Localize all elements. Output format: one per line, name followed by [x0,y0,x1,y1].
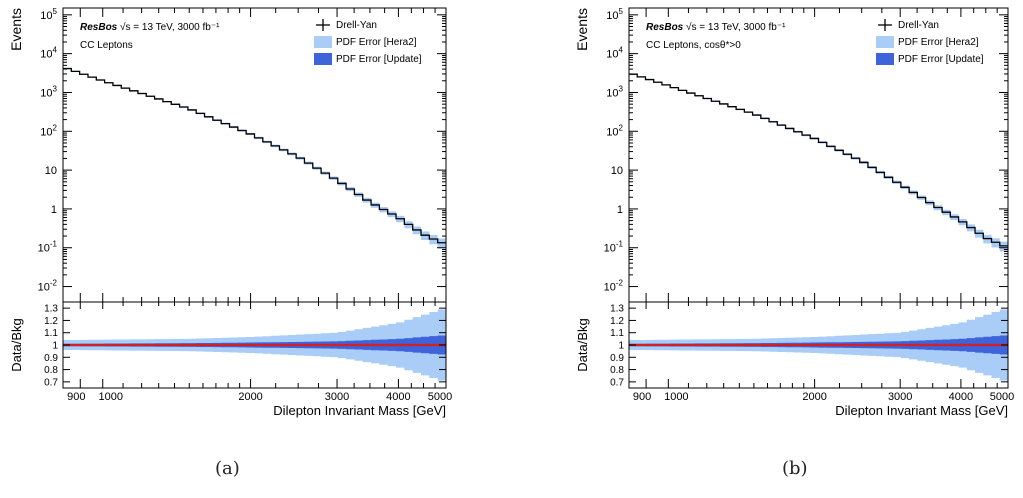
ratio-y-tick-label: 0.7 [610,377,624,388]
y-tick-label: 102 [606,123,623,138]
x-axis-title: Dilepton Invariant Mass [GeV] [835,403,1008,418]
y-tick-label: 102 [40,123,57,138]
x-tick-label: 1000 [98,391,122,403]
x-tick-label: 900 [633,391,651,403]
x-tick-label: 3000 [325,391,349,403]
legend-swatch [876,53,894,65]
legend-label: Drell-Yan [898,20,939,31]
x-tick-label: 5000 [428,391,452,403]
header-label: ResBos √s = 13 TeV, 3000 fb⁻¹ [646,21,786,33]
ratio-y-tick-label: 1.3 [610,304,624,315]
y-tick-label: 1 [617,204,623,216]
legend-swatch [314,36,332,48]
y-tick-label: 10 [611,165,623,177]
ratio-y-tick-label: 1 [52,341,58,352]
y-tick-label: 10-1 [604,240,624,255]
main-plot-frame [628,7,1009,303]
legend-swatch [876,36,894,48]
chart-panel-b: 10-210-11101021031041050.70.80.911.11.21… [574,7,1014,418]
x-tick-label: 1000 [664,391,688,403]
legend-label: PDF Error [Update] [336,54,422,65]
x-axis-title: Dilepton Invariant Mass [GeV] [273,403,446,418]
y-tick-label: 10-2 [604,279,624,294]
series-drell-yan [63,67,446,244]
legend-label: Drell-Yan [336,20,377,31]
x-tick-label: 2000 [238,391,262,403]
y-tick-label: 103 [606,84,623,99]
ratio-y-tick-label: 0.9 [44,353,58,364]
y-tick-label: 104 [606,46,623,61]
ratio-y-tick-label: 1 [618,341,624,352]
ratio-y-axis-title: Data/Bkg [9,318,24,371]
y-axis-title: Events [574,8,590,51]
legend-swatch [314,53,332,65]
selection-label: CC Leptons [80,40,133,51]
ratio-y-tick-label: 1.3 [44,304,58,315]
y-tick-label: 105 [606,7,623,22]
chart-panel-a: 10-210-11101021031041050.70.80.911.11.21… [8,7,452,418]
ratio-y-tick-label: 1.1 [44,328,58,339]
x-tick-label: 4000 [949,391,973,403]
ratio-y-tick-label: 0.8 [44,365,58,376]
x-tick-label: 3000 [888,391,912,403]
x-tick-label: 5000 [990,391,1014,403]
ratio-y-tick-label: 1.2 [610,316,624,327]
y-tick-label: 103 [40,84,57,99]
main-band-hera2 [63,67,446,249]
ratio-y-tick-label: 0.7 [44,377,58,388]
caption-a: (a) [215,458,240,479]
y-axis-title: Events [8,8,24,51]
y-tick-label: 10-2 [38,279,58,294]
series-drell-yan [629,73,1008,247]
main-band-hera2 [629,73,1008,252]
ratio-y-tick-label: 0.8 [610,365,624,376]
caption-b: (b) [782,458,808,479]
y-tick-label: 10 [45,165,57,177]
ratio-y-tick-label: 1.2 [44,316,58,327]
y-tick-label: 1 [51,204,57,216]
x-tick-label: 900 [67,391,85,403]
y-tick-label: 10-1 [38,240,58,255]
legend-label: PDF Error [Update] [898,54,984,65]
header-label: ResBos √s = 13 TeV, 3000 fb⁻¹ [80,21,220,33]
main-plot-frame [62,7,447,303]
legend-label: PDF Error [Hera2] [336,37,417,48]
y-tick-label: 104 [40,46,57,61]
ratio-y-tick-label: 0.9 [610,353,624,364]
ratio-y-axis-title: Data/Bkg [575,318,590,371]
legend-label: PDF Error [Hera2] [898,37,979,48]
ratio-y-tick-label: 1.1 [610,328,624,339]
x-tick-label: 4000 [386,391,410,403]
x-tick-label: 2000 [802,391,826,403]
selection-label: CC Leptons, cosθ*>0 [646,40,741,51]
y-tick-label: 105 [40,7,57,22]
